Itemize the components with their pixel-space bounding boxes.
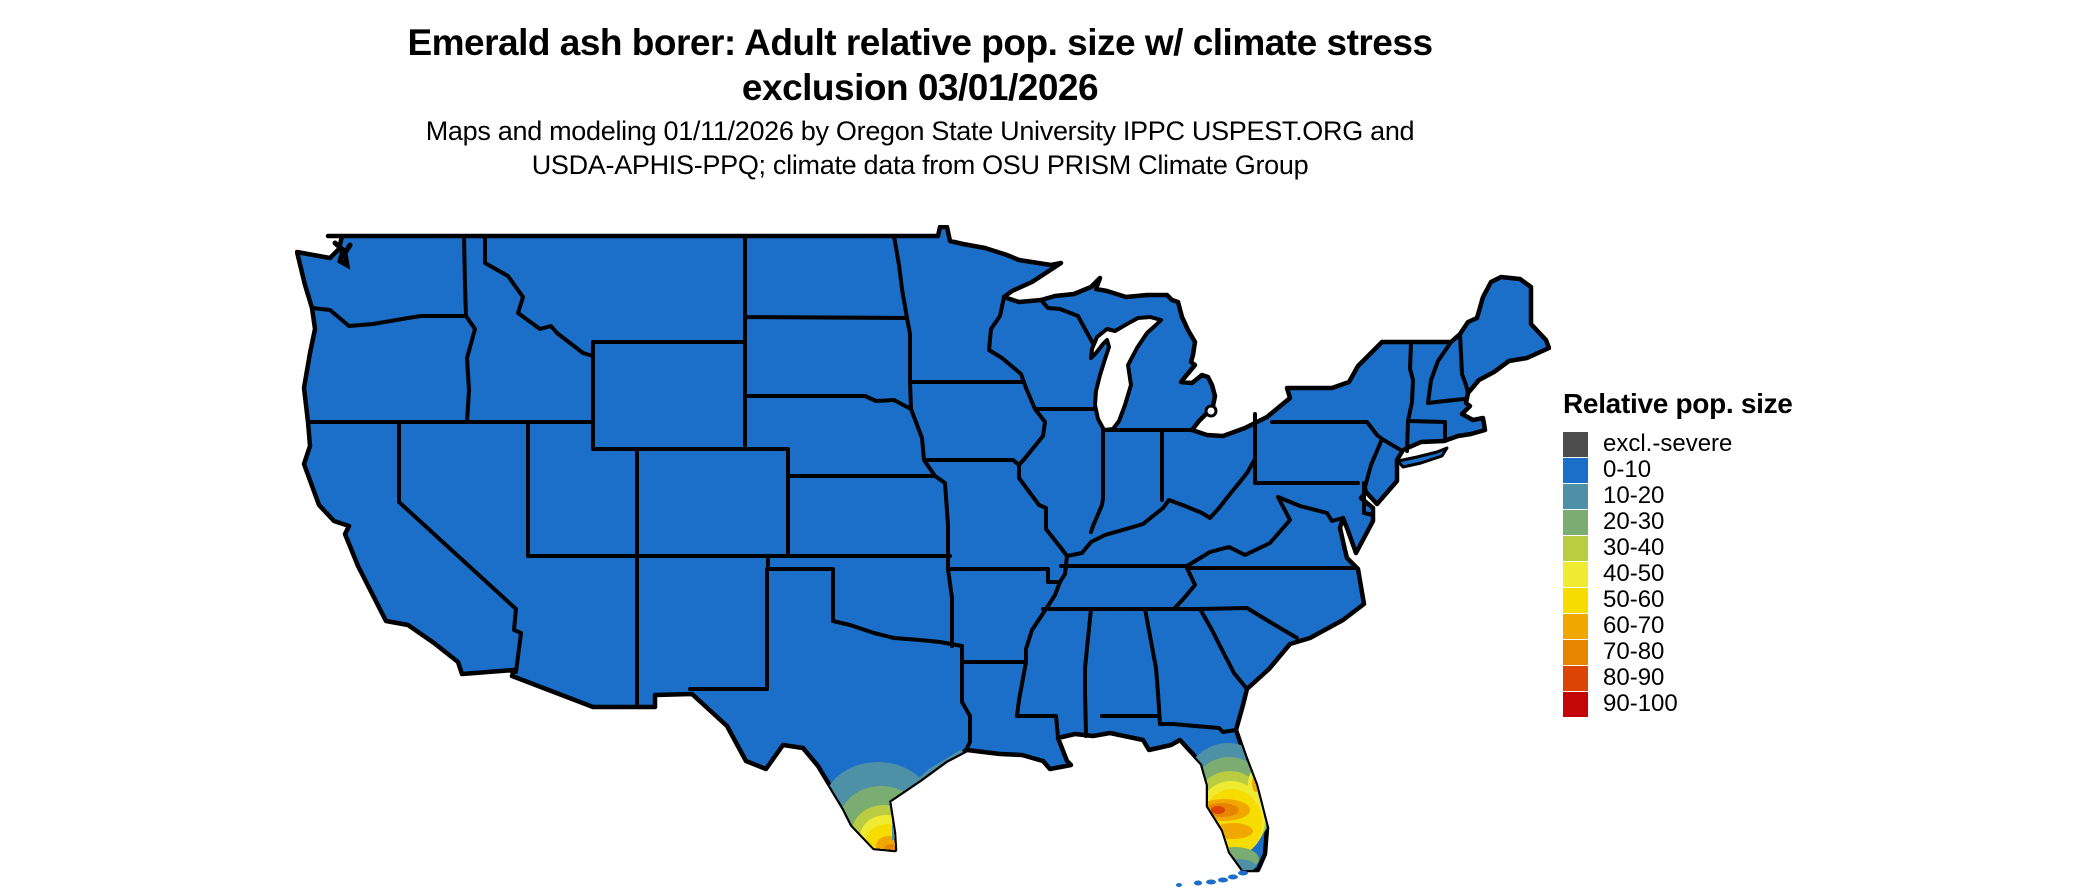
legend-swatch bbox=[1563, 665, 1588, 691]
puget-sound-detail bbox=[332, 240, 353, 270]
legend-label: excl.-severe bbox=[1603, 430, 1733, 457]
legend-swatch bbox=[1563, 457, 1588, 483]
legend-label: 20-30 bbox=[1603, 508, 1665, 535]
state-borders bbox=[306, 234, 1470, 752]
legend-row: 80-90 bbox=[1563, 665, 1863, 691]
nation-outline bbox=[295, 225, 1551, 873]
legend-label: 80-90 bbox=[1603, 664, 1665, 691]
legend-swatch bbox=[1563, 587, 1588, 613]
us-map bbox=[295, 225, 1551, 892]
map-subtitle-line1: Maps and modeling 01/11/2026 by Oregon S… bbox=[425, 116, 1415, 146]
legend-row: 20-30 bbox=[1563, 509, 1863, 535]
key-island bbox=[1228, 874, 1238, 880]
legend-row: 60-70 bbox=[1563, 613, 1863, 639]
legend-row: 40-50 bbox=[1563, 561, 1863, 587]
legend-row: 50-60 bbox=[1563, 587, 1863, 613]
key-island bbox=[1194, 880, 1202, 886]
legend-row: excl.-severe bbox=[1563, 431, 1863, 457]
legend-swatch bbox=[1563, 483, 1588, 509]
legend-row: 70-80 bbox=[1563, 639, 1863, 665]
key-island bbox=[1206, 879, 1216, 885]
lake-st-clair bbox=[1204, 404, 1218, 418]
legend-label: 70-80 bbox=[1603, 638, 1665, 665]
map-title: Emerald ash borer: Adult relative pop. s… bbox=[0, 20, 1840, 110]
legend-swatch bbox=[1563, 509, 1588, 535]
lake-michigan bbox=[1089, 315, 1163, 432]
legend-label: 0-10 bbox=[1603, 456, 1652, 483]
legend-label: 60-70 bbox=[1603, 612, 1665, 639]
legend-row: 30-40 bbox=[1563, 535, 1863, 561]
florida-band-80-90 bbox=[1211, 806, 1225, 814]
legend-label: 10-20 bbox=[1603, 482, 1665, 509]
key-island bbox=[1176, 883, 1182, 887]
legend-swatch bbox=[1563, 535, 1588, 561]
legend-label: 30-40 bbox=[1603, 534, 1665, 561]
florida-band-50-60 bbox=[1202, 789, 1262, 857]
legend-row: 90-100 bbox=[1563, 691, 1863, 717]
legend-swatch bbox=[1563, 561, 1588, 587]
map-title-line2: exclusion 03/01/2026 bbox=[741, 67, 1099, 108]
legend-swatch bbox=[1563, 613, 1588, 639]
map-subtitle-line2: USDA-APHIS-PPQ; climate data from OSU PR… bbox=[531, 150, 1309, 180]
legend-swatch bbox=[1563, 431, 1588, 457]
legend-label: 40-50 bbox=[1603, 560, 1665, 587]
key-island bbox=[1238, 870, 1248, 876]
legend-row: 10-20 bbox=[1563, 483, 1863, 509]
legend-label: 50-60 bbox=[1603, 586, 1665, 613]
legend-label: 90-100 bbox=[1603, 690, 1678, 717]
long-island bbox=[1396, 446, 1449, 469]
legend-swatch bbox=[1563, 691, 1588, 717]
key-island bbox=[1218, 877, 1228, 883]
legend: Relative pop. size excl.-severe 0-10 10-20… bbox=[1563, 388, 1863, 717]
legend-swatch bbox=[1563, 639, 1588, 665]
legend-title: Relative pop. size bbox=[1563, 388, 1793, 419]
legend-rows: excl.-severe 0-10 10-20 20-30 30-40 40-50 50-6… bbox=[1563, 431, 1863, 717]
legend-row: 0-10 bbox=[1563, 457, 1863, 483]
florida-keys bbox=[1176, 870, 1248, 887]
map-title-line1: Emerald ash borer: Adult relative pop. s… bbox=[407, 22, 1433, 63]
map-subtitle: Maps and modeling 01/11/2026 by Oregon S… bbox=[0, 114, 1840, 182]
